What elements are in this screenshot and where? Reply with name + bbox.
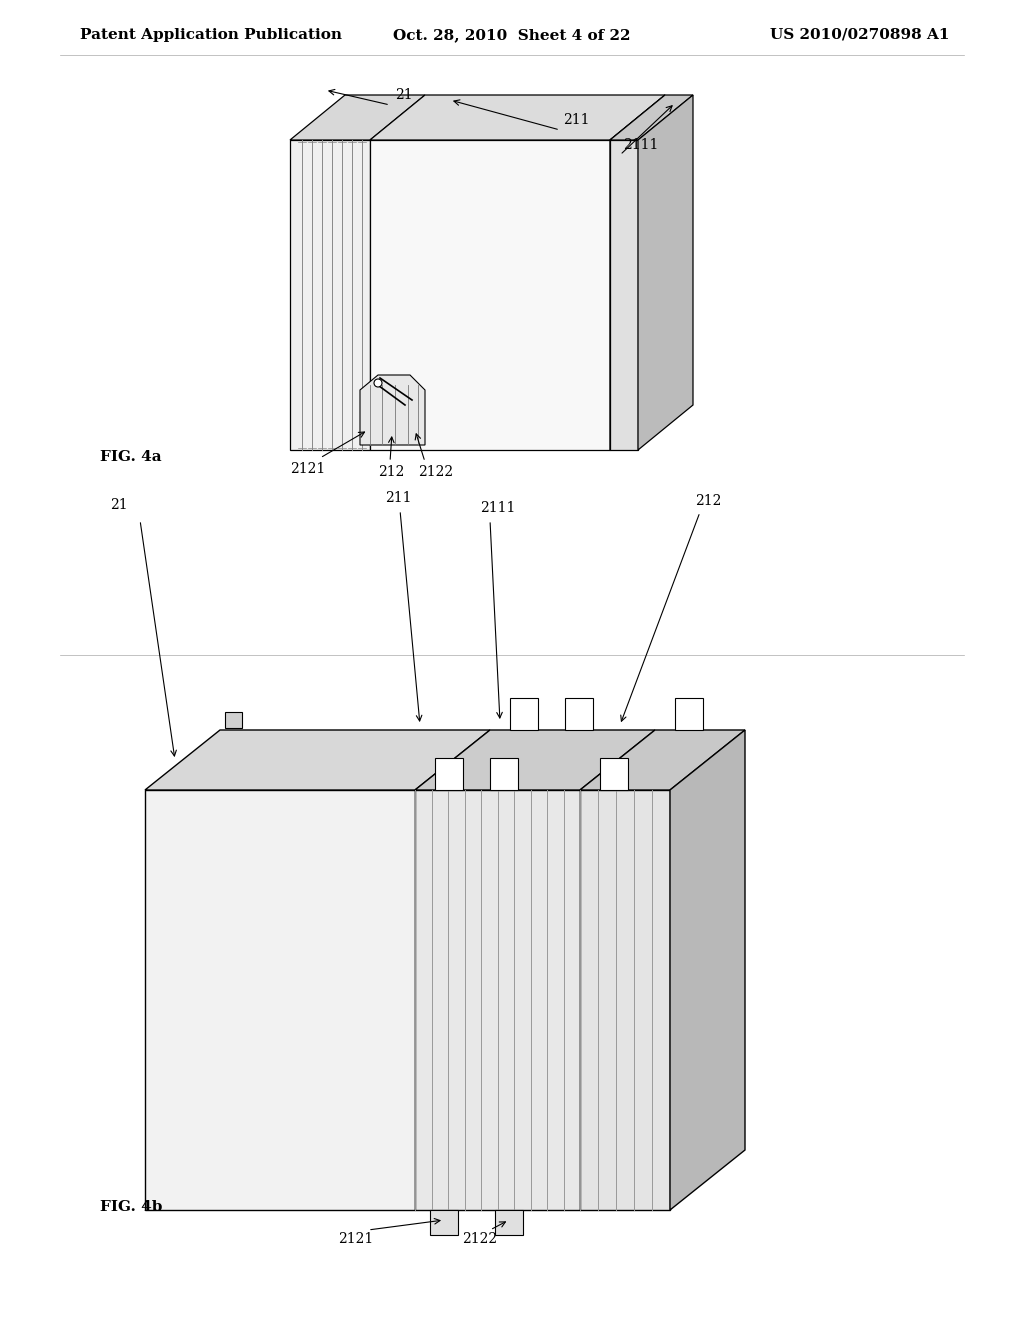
Polygon shape [610,95,665,450]
Polygon shape [610,140,638,450]
Text: 211: 211 [385,491,412,506]
Polygon shape [360,375,425,445]
Text: 212: 212 [378,465,404,479]
Polygon shape [370,140,610,450]
Text: Oct. 28, 2010  Sheet 4 of 22: Oct. 28, 2010 Sheet 4 of 22 [393,28,631,42]
Polygon shape [495,1210,523,1236]
Polygon shape [670,730,745,1210]
Polygon shape [610,95,693,140]
Polygon shape [435,758,463,789]
Text: 21: 21 [395,88,413,102]
Text: Patent Application Publication: Patent Application Publication [80,28,342,42]
Polygon shape [510,698,538,730]
Text: 2121: 2121 [338,1232,374,1246]
Polygon shape [415,789,580,1210]
Text: 2111: 2111 [623,139,658,152]
Polygon shape [145,730,490,789]
Text: FIG. 4b: FIG. 4b [100,1200,163,1214]
Text: 2111: 2111 [480,502,515,515]
Polygon shape [145,789,415,1210]
Polygon shape [600,758,628,789]
Polygon shape [415,730,655,789]
Text: 2122: 2122 [462,1232,497,1246]
Polygon shape [565,698,593,730]
Text: 211: 211 [563,114,590,127]
Polygon shape [290,95,425,140]
Text: 2121: 2121 [290,462,326,477]
Polygon shape [290,140,370,450]
Text: 2122: 2122 [418,465,454,479]
Polygon shape [370,95,665,140]
Polygon shape [580,730,745,789]
Text: FIG. 4a: FIG. 4a [100,450,162,465]
Text: 212: 212 [695,494,721,508]
Polygon shape [675,698,703,730]
Text: 21: 21 [110,498,128,512]
Polygon shape [225,711,242,729]
Polygon shape [490,758,518,789]
Polygon shape [430,1210,458,1236]
Polygon shape [638,95,693,450]
Polygon shape [580,789,670,1210]
Text: US 2010/0270898 A1: US 2010/0270898 A1 [770,28,950,42]
Circle shape [374,379,382,387]
